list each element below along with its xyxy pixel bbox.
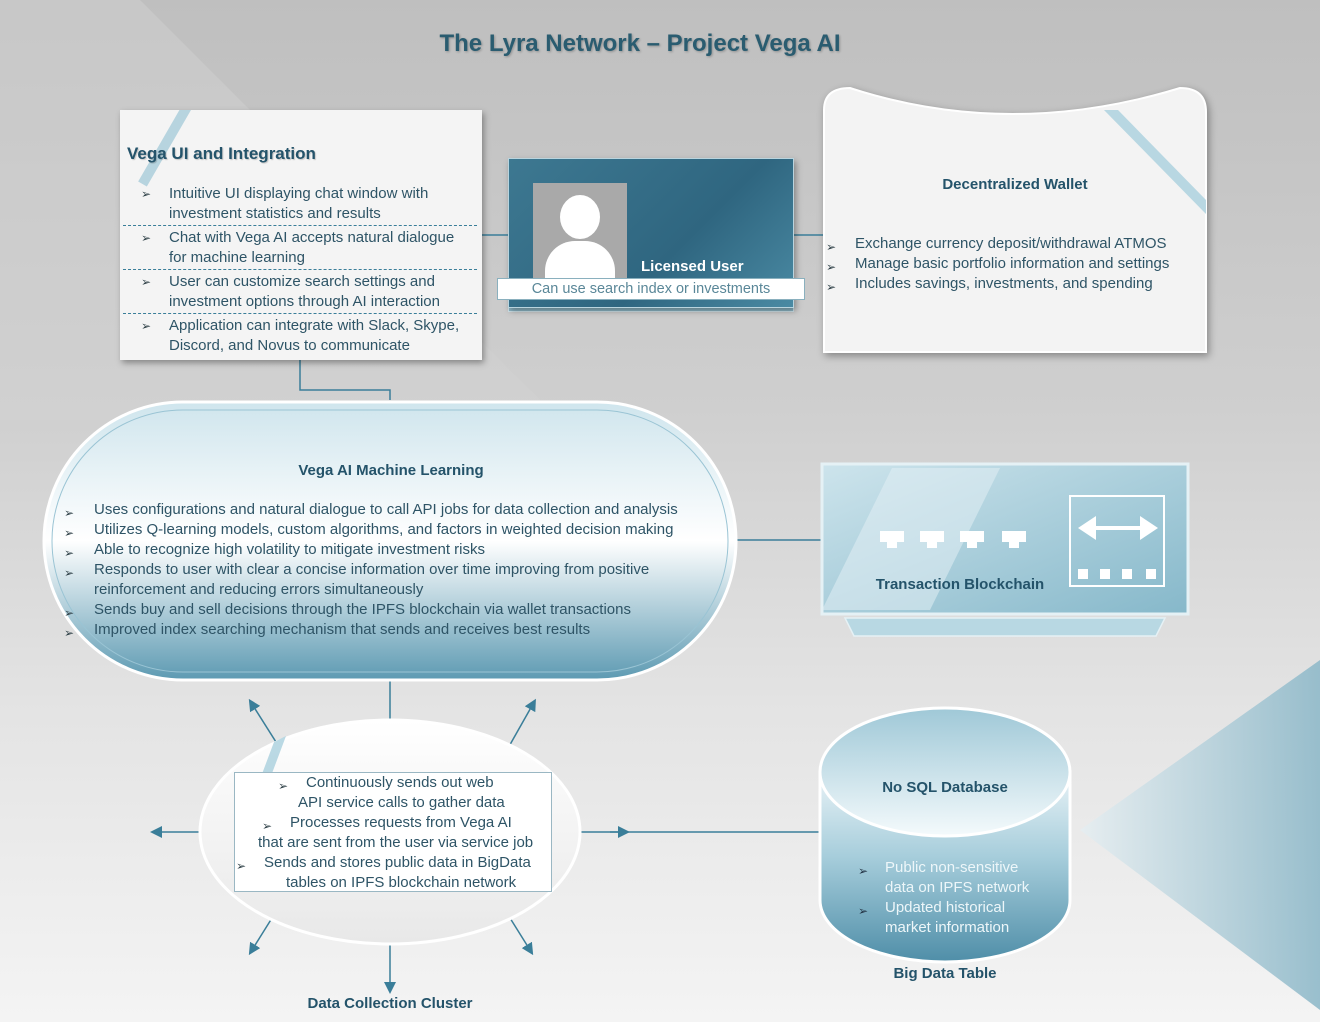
arrow-bullet-icon: ➢ <box>64 506 75 520</box>
data-collection-line: ➢ Processes requests from Vega AI <box>234 813 552 833</box>
vega-ui-list: ➢ Intuitive UI displaying chat window wit… <box>123 182 477 357</box>
data-collection-label: Data Collection Cluster <box>307 995 473 1012</box>
arrow-bullet-icon: ➢ <box>262 819 273 833</box>
arrow-bullet-icon: ➢ <box>141 319 152 333</box>
list-item: ➢ Manage basic portfolio information and … <box>826 254 1169 274</box>
list-item: ➢ Uses configurations and natural dialogu… <box>64 500 724 520</box>
network-port-icons <box>880 531 1156 579</box>
arrow-bullet-icon: ➢ <box>64 606 75 620</box>
data-collection-line: that are sent from the user via service … <box>258 834 534 851</box>
list-item: ➢ Updated historical market information <box>858 899 1010 936</box>
arrow-bullet-icon: ➢ <box>141 275 152 289</box>
list-item: ➢ Sends buy and sell decisions through th… <box>64 600 724 620</box>
data-collection-line: ➢ Continuously sends out web <box>234 773 552 793</box>
arrow-bullet-icon: ➢ <box>236 859 247 873</box>
arrow-bullet-icon: ➢ <box>278 779 289 793</box>
list-item: ➢ Public non-sensitive data on IPFS networ… <box>858 859 1030 896</box>
page-title: The Lyra Network – Project Vega AI <box>439 30 841 57</box>
vega-ui-panel: Vega UI and Integration ➢ Intuitive UI di… <box>120 110 482 360</box>
arrow-bullet-icon: ➢ <box>64 546 75 560</box>
user-silhouette-icon <box>533 183 627 279</box>
list-item: ➢ Utilizes Q-learning models, custom algo… <box>64 520 724 540</box>
arrow-bullet-icon: ➢ <box>64 566 75 580</box>
list-item: ➢ User can customize search settings and i… <box>123 270 477 314</box>
data-collection-text: ➢ Continuously sends out web API service c… <box>234 773 552 893</box>
data-collection-box <box>234 772 552 892</box>
list-item: ➢ Exchange currency deposit/withdrawal AT… <box>826 234 1169 254</box>
exchange-arrows-icon <box>1078 516 1158 540</box>
list-item: ➢ Improved index searching mechanism that… <box>64 620 724 640</box>
list-item: ➢ Intuitive UI displaying chat window wit… <box>123 182 477 226</box>
data-collection-line: tables on IPFS blockchain network <box>286 874 517 891</box>
database-title: No SQL Database <box>882 779 1008 796</box>
arrow-bullet-icon: ➢ <box>826 260 837 274</box>
arrow-bullet-icon: ➢ <box>858 904 869 918</box>
list-item: ➢ Chat with Vega AI accepts natural dialo… <box>123 226 477 270</box>
ml-list: ➢ Uses configurations and natural dialogu… <box>64 500 724 640</box>
blockchain-label: Transaction Blockchain <box>875 576 1045 593</box>
ml-title: Vega AI Machine Learning <box>298 462 484 479</box>
vega-ui-title: Vega UI and Integration <box>127 144 316 163</box>
wallet-title: Decentralized Wallet <box>942 176 1088 193</box>
arrow-bullet-icon: ➢ <box>141 231 152 245</box>
list-item: ➢ Application can integrate with Slack, S… <box>141 317 460 354</box>
data-collection-line: API service calls to gather data <box>298 794 505 811</box>
database-list: ➢ Public non-sensitive data on IPFS networ… <box>858 858 1029 938</box>
licensed-user-subtitle: Can use search index or investments <box>497 278 805 300</box>
database-label: Big Data Table <box>893 965 997 982</box>
wallet-list: ➢ Exchange currency deposit/withdrawal AT… <box>826 234 1169 294</box>
list-item: ➢ Able to recognize high volatility to mi… <box>64 540 724 560</box>
arrow-bullet-icon: ➢ <box>826 240 837 254</box>
list-item: ➢ Includes savings, investments, and spen… <box>826 274 1169 294</box>
arrow-bullet-icon: ➢ <box>826 280 837 294</box>
arrow-bullet-icon: ➢ <box>64 626 75 640</box>
arrow-bullet-icon: ➢ <box>141 187 152 201</box>
licensed-user-label: Licensed User <box>641 258 744 275</box>
list-item: ➢ Responds to user with clear a concise i… <box>64 561 650 598</box>
arrow-bullet-icon: ➢ <box>858 864 869 878</box>
arrow-bullet-icon: ➢ <box>64 526 75 540</box>
data-collection-line: ➢ Sends and stores public data in BigData <box>234 853 552 873</box>
